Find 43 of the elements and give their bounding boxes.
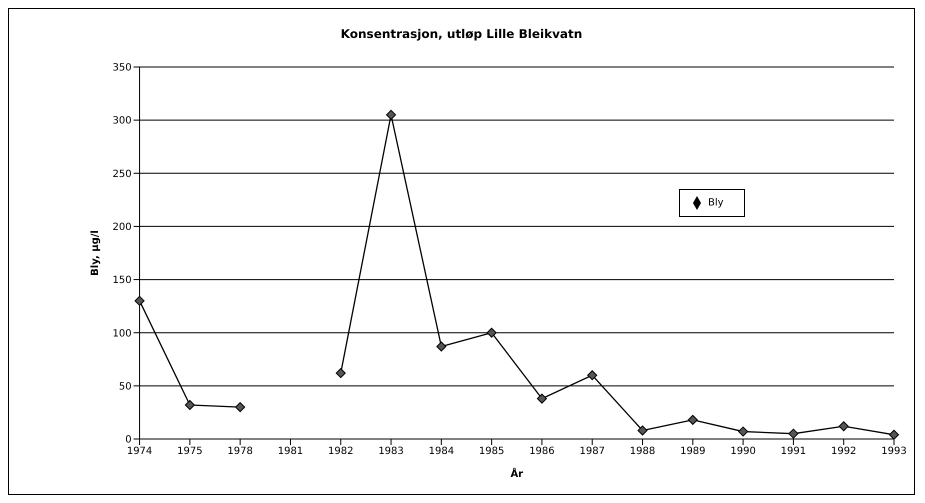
x-tick-label: 1984 — [428, 446, 454, 458]
x-tick-label: 1992 — [830, 446, 856, 458]
point — [235, 402, 246, 412]
point — [638, 425, 648, 436]
point — [838, 421, 849, 432]
y-tick-label: 150 — [112, 275, 132, 286]
y-tick-label: 100 — [112, 328, 132, 340]
y-axis-title: Bly, µg/l — [90, 230, 102, 276]
point — [738, 426, 748, 437]
y-tick-label: 300 — [112, 116, 132, 127]
x-tick-label: 1985 — [478, 446, 504, 458]
x-tick-label: 1982 — [328, 446, 354, 458]
x-tick-label: 1986 — [529, 446, 555, 458]
x-tick-label: 1990 — [730, 446, 756, 458]
x-tick-label: 1978 — [227, 446, 253, 458]
x-tick-label: 1993 — [881, 446, 907, 458]
chart-title: Konsentrasjon, utløp Lille Bleikvatn — [340, 27, 584, 41]
y-tick-label: 200 — [112, 222, 132, 233]
y-tick-label: 0 — [125, 434, 132, 446]
point — [486, 328, 497, 338]
point — [889, 430, 899, 439]
y-tick-label: 50 — [118, 381, 132, 392]
x-tick-label: 1991 — [780, 446, 806, 458]
y-tick-label: 350 — [112, 62, 132, 74]
point — [336, 368, 346, 378]
x-tick-label: 1983 — [378, 446, 404, 458]
point — [788, 428, 798, 439]
point — [587, 370, 598, 380]
x-tick-label: 1989 — [680, 446, 706, 458]
point — [536, 394, 547, 404]
point — [134, 296, 145, 306]
x-tick-label: 1987 — [580, 446, 605, 458]
x-tick-label: 1974 — [126, 446, 152, 458]
x-tick-label: 1988 — [630, 446, 656, 458]
legend-label: Bly — [708, 198, 724, 209]
x-tick-label: 1981 — [278, 446, 304, 458]
point — [436, 342, 446, 352]
point — [688, 414, 698, 425]
point — [184, 400, 195, 410]
y-tick-label: 250 — [112, 168, 132, 180]
point — [386, 110, 396, 120]
x-tick-label: 1975 — [177, 446, 203, 458]
x-axis-title: År — [510, 467, 524, 480]
